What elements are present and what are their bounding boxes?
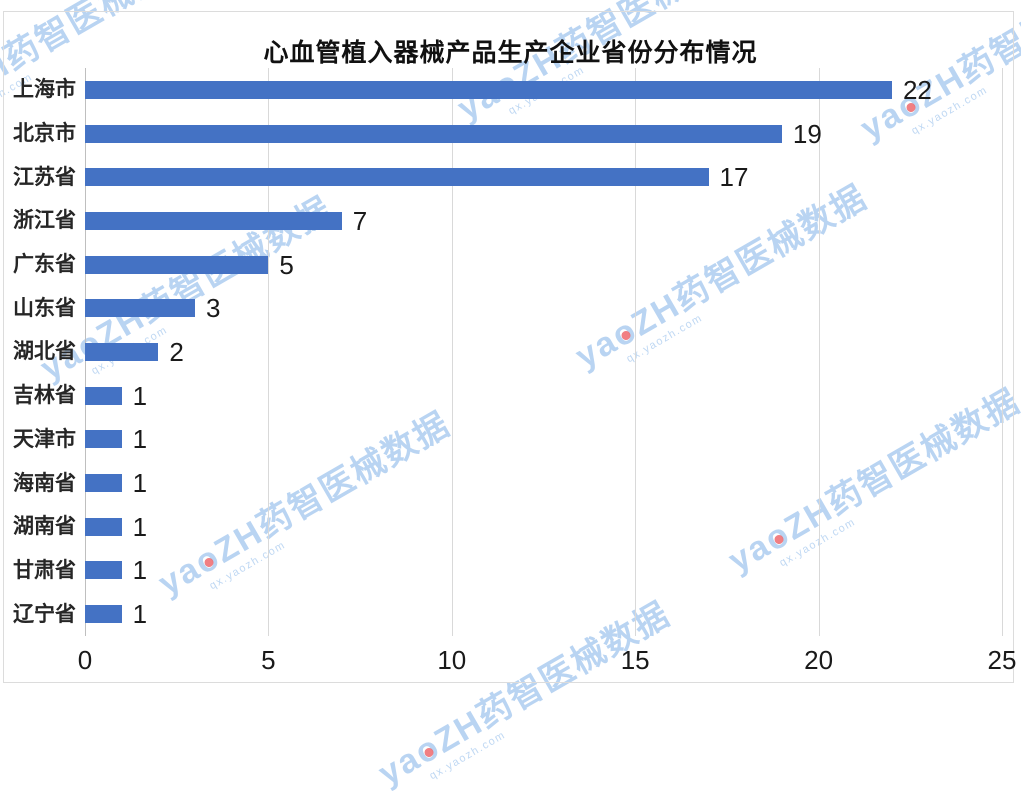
data-label: 2 [169,336,184,367]
chart-frame-border [3,11,1014,683]
bar-row: 1 [85,374,1002,418]
bar-row: 17 [85,155,1002,199]
bar [85,124,782,143]
data-label: 1 [132,599,148,630]
chart-title: 心血管植入器械产品生产企业省份分布情况 [263,39,758,67]
category-label: 江苏省 [13,165,76,189]
category-row: 湖南省 [0,505,76,549]
bar [85,430,122,449]
bar [85,605,122,624]
category-row: 上海市 [0,68,76,112]
data-label: 1 [132,468,148,499]
category-row: 甘肃省 [0,549,76,593]
bar [85,168,709,187]
category-row: 广东省 [0,243,76,287]
gridline [635,68,637,636]
category-label: 吉林省 [13,384,76,408]
data-label: 22 [902,74,932,105]
bar-row: 5 [85,243,1002,287]
bar-row: 1 [85,461,1002,505]
x-axis-ticks: 0 5 10 15 20 25 [78,645,1017,675]
data-label: 7 [352,205,368,236]
category-axis: 上海市北京市江苏省浙江省广东省山东省湖北省吉林省天津市海南省湖南省甘肃省辽宁省 [0,68,76,636]
x-tick-label: 5 [261,645,276,675]
bar [85,342,159,361]
category-label: 辽宁省 [13,602,76,626]
data-label: 1 [132,511,148,542]
gridline [1002,68,1003,636]
bar [85,474,122,493]
category-row: 浙江省 [0,199,76,243]
bar-row: 1 [85,592,1002,636]
data-label: 1 [132,380,148,411]
x-tick-label: 20 [804,645,834,675]
data-label: 19 [792,118,822,149]
bar-row: 7 [85,199,1002,243]
plot-area: 22 19 17 7 5 3 2 1 1 1 1 1 1 [85,68,1003,636]
data-label: 5 [279,249,294,280]
category-label: 浙江省 [13,209,76,233]
category-label: 北京市 [13,122,76,146]
bar-row: 2 [85,330,1002,374]
x-tick-label: 15 [620,645,650,675]
category-label: 天津市 [13,427,76,451]
x-tick-label: 10 [437,645,467,675]
bar-row: 1 [85,505,1002,549]
bar-row: 1 [85,418,1002,462]
x-tick-label: 0 [77,645,93,675]
category-row: 吉林省 [0,374,76,418]
category-row: 北京市 [0,112,76,156]
category-row: 辽宁省 [0,592,76,636]
gridline [268,68,270,636]
bar-row: 1 [85,549,1002,593]
category-label: 上海市 [13,78,76,102]
data-label: 1 [132,424,148,455]
category-label: 湖北省 [13,340,76,364]
category-row: 海南省 [0,461,76,505]
bar [85,299,196,318]
bar-row: 22 [85,68,1002,112]
bar [85,211,342,230]
bar-row: 19 [85,112,1002,156]
gridline [451,68,453,636]
bar [85,255,269,274]
x-tick-label: 25 [987,645,1017,675]
data-label: 17 [719,162,749,193]
category-label: 山东省 [13,296,76,320]
bar [85,80,892,99]
gridline [818,68,820,636]
category-label: 甘肃省 [13,558,76,582]
category-label: 湖南省 [13,515,76,539]
category-label: 广东省 [13,253,76,277]
watermark-logo-o-dot-icon: o [408,727,448,772]
category-label: 海南省 [13,471,76,495]
bar-row: 3 [85,286,1002,330]
bar [85,517,122,536]
category-row: 山东省 [0,286,76,330]
bars-group: 22 19 17 7 5 3 2 1 1 1 1 1 1 [85,68,1002,636]
bar [85,561,122,580]
category-row: 天津市 [0,418,76,462]
data-label: 1 [132,555,148,586]
data-label: 3 [206,293,221,324]
category-row: 湖北省 [0,330,76,374]
bar [85,386,122,405]
category-row: 江苏省 [0,155,76,199]
